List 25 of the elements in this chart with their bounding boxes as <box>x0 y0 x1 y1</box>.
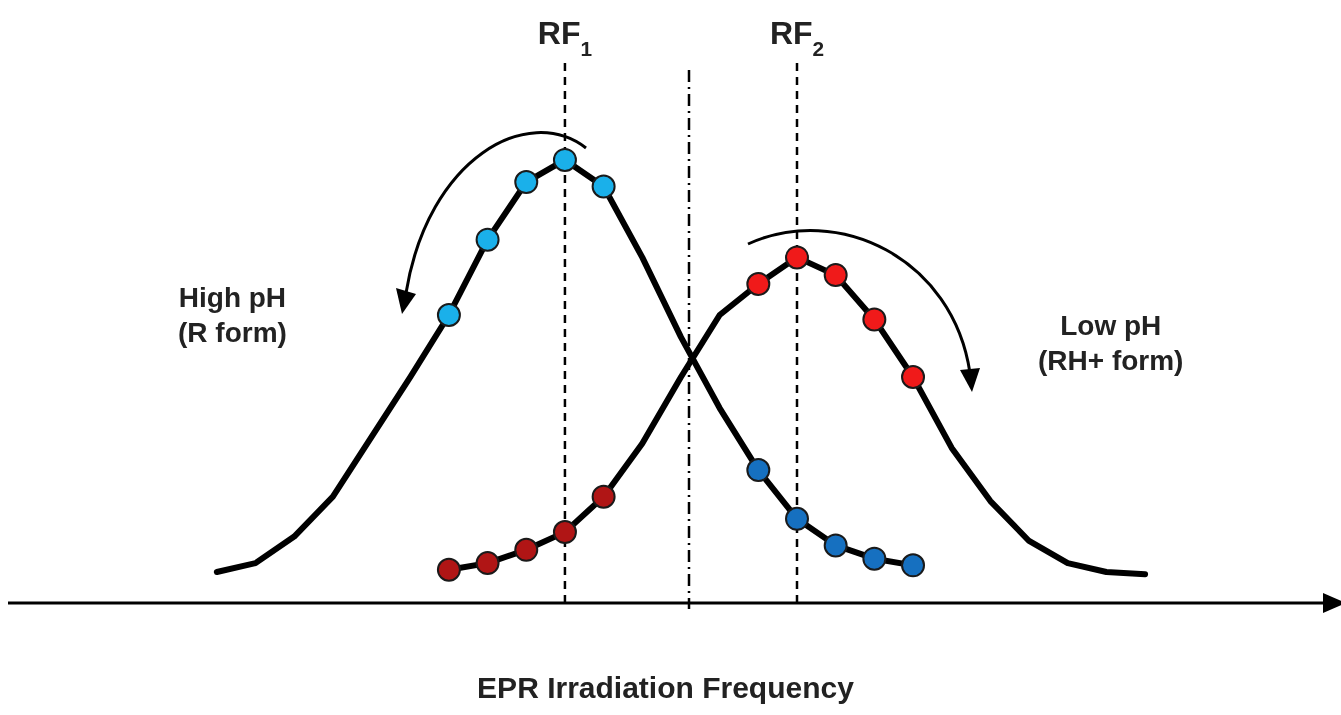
point <box>746 458 771 483</box>
point <box>823 263 848 288</box>
point <box>514 170 539 195</box>
point <box>436 302 461 327</box>
point <box>901 365 926 390</box>
point <box>591 174 616 199</box>
point <box>862 546 887 571</box>
point <box>746 271 771 296</box>
point <box>436 557 461 582</box>
point <box>475 551 500 576</box>
point <box>823 533 848 558</box>
annotation: Low pH (RH+ form) <box>1038 309 1184 378</box>
point <box>862 307 887 332</box>
point <box>901 553 926 578</box>
point <box>552 520 577 545</box>
point <box>785 506 809 531</box>
point <box>475 227 500 252</box>
point <box>591 484 616 509</box>
x-axis-title: EPR Irradiation Frequency <box>477 671 855 704</box>
point <box>552 147 577 172</box>
point <box>785 245 809 270</box>
x-tick-label: RF$_{1}$ <box>537 15 593 60</box>
point <box>514 537 539 562</box>
annotation: High pH (R form) <box>178 281 287 350</box>
x-tick-label: RF$_{2}$ <box>769 15 825 60</box>
